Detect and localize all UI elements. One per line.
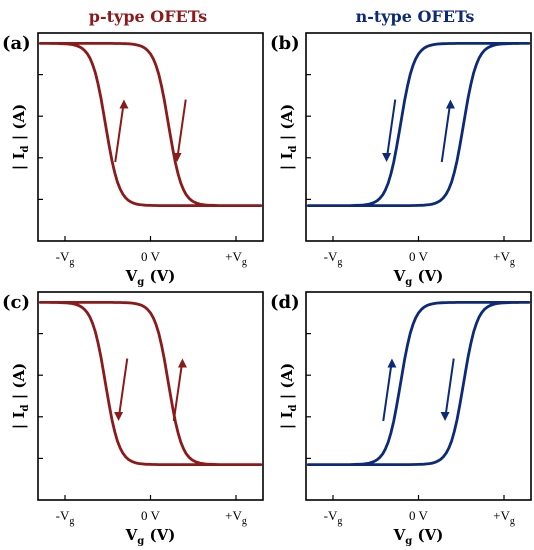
x-tick-label-pos: +Vg (225, 249, 247, 268)
sweep-arrowhead (177, 358, 187, 368)
sweep-arrow (440, 107, 451, 163)
plot-frame (305, 291, 532, 501)
x-tick-label-pos: +Vg (493, 249, 515, 268)
sweep-arrowhead (440, 411, 450, 421)
y-axis-label: | Id | (A) (278, 363, 299, 429)
sweep-arrow (386, 99, 397, 155)
x-axis-label: Vg (V) (125, 526, 176, 547)
y-axis-label: | Id | (A) (278, 104, 299, 170)
panel-label: (b) (270, 33, 300, 54)
x-tick-label-neg: -Vg (324, 508, 343, 527)
plot-frame (305, 32, 532, 242)
sweep-arrowhead (382, 152, 392, 162)
x-tick-label-zero: 0 V (409, 508, 429, 523)
x-axis-label: Vg (V) (125, 267, 176, 288)
y-axis-label: | Id | (A) (10, 363, 31, 429)
plot-frame (37, 291, 264, 501)
hysteresis-curve (38, 301, 263, 466)
sweep-arrow (118, 358, 129, 414)
panel-c: (c) -Vg 0 V +Vg Vg (V) | Id | (A) (2, 291, 264, 547)
sweep-arrow (444, 358, 455, 414)
panel-d: (d) -Vg 0 V +Vg Vg (V) | Id | (A) (270, 291, 532, 547)
panel-label: (c) (2, 292, 30, 313)
sweep-arrow (382, 366, 393, 422)
x-tick-label-pos: +Vg (225, 508, 247, 527)
x-tick-label-zero: 0 V (141, 249, 161, 264)
panels-group: (a) -Vg 0 V +Vg Vg (V) | Id | (A) (b) -Vg 0 V +Vg… (2, 32, 532, 547)
sweep-arrow (176, 99, 187, 155)
hysteresis-curve (306, 42, 531, 207)
sweep-arrowhead (119, 99, 129, 109)
x-tick-label-zero: 0 V (409, 249, 429, 264)
x-axis-label: Vg (V) (393, 267, 444, 288)
sweep-arrow (114, 107, 125, 163)
sweep-arrowhead (445, 99, 455, 109)
x-tick-label-neg: -Vg (324, 249, 343, 268)
sweep-arrowhead (387, 358, 397, 368)
panel-b: (b) -Vg 0 V +Vg Vg (V) | Id | (A) (270, 32, 532, 288)
n-type-column-title: n-type OFETs (356, 7, 475, 26)
panel-label: (a) (2, 33, 31, 54)
panel-label: (d) (270, 292, 300, 313)
plot-frame (37, 32, 264, 242)
x-tick-label-neg: -Vg (56, 508, 75, 527)
x-tick-label-pos: +Vg (493, 508, 515, 527)
x-tick-label-zero: 0 V (141, 508, 161, 523)
sweep-arrow (172, 366, 183, 422)
x-tick-label-neg: -Vg (56, 249, 75, 268)
y-axis-label: | Id | (A) (10, 104, 31, 170)
panel-a: (a) -Vg 0 V +Vg Vg (V) | Id | (A) (2, 32, 264, 288)
hysteresis-curve (306, 301, 531, 466)
p-type-column-title: p-type OFETs (89, 7, 207, 26)
hysteresis-curve (38, 42, 263, 207)
sweep-arrowhead (172, 152, 182, 162)
sweep-arrowhead (114, 411, 124, 421)
x-axis-label: Vg (V) (393, 526, 444, 547)
